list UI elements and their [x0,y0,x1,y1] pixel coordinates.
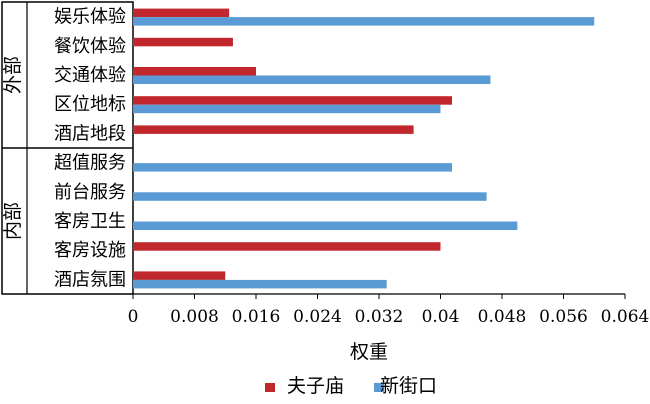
category-label: 前台服务 [54,182,126,203]
x-tick-label: 0.04 [422,307,460,327]
category-label: 客房设施 [54,240,126,261]
bar-xinjiekou [133,221,518,230]
bar-fuzimiao [133,37,233,47]
x-tick-label: 0 [128,307,139,327]
group-label: 内部 [2,202,24,240]
category-label: 酒店氛围 [54,269,126,290]
x-tick-label: 0.048 [478,307,527,327]
x-axis-title: 权重 [350,341,388,363]
bar-fuzimiao [133,8,230,18]
category-label: 客房卫生 [54,211,126,232]
bar-fuzimiao [133,67,256,76]
legend-label: 夫子庙 [287,375,344,397]
category-label: 区位地标 [54,94,126,115]
bar-xinjiekou [133,75,491,84]
legend-label: 新街口 [380,375,437,397]
bar-fuzimiao [133,96,453,105]
bar-fuzimiao [133,125,414,134]
category-label: 酒店地段 [54,123,126,144]
category-label: 娱乐体验 [54,7,126,28]
bar-fuzimiao [133,242,441,251]
x-tick-label: 0.032 [355,307,404,327]
x-tick-label: 0.064 [601,307,650,327]
x-tick-label: 0.008 [170,307,219,327]
legend-swatch [374,383,384,392]
category-label: 餐饮体验 [54,36,126,57]
bar-fuzimiao [133,271,226,280]
legend-swatch [265,383,275,392]
group-label: 外部 [2,56,24,94]
category-label: 超值服务 [54,153,126,174]
bar-xinjiekou [133,163,453,172]
x-tick-label: 0.056 [539,307,588,327]
bar-xinjiekou [133,104,441,114]
x-tick-label: 0.024 [293,307,342,327]
category-label: 交通体验 [54,65,126,86]
bar-xinjiekou [133,192,487,201]
bar-xinjiekou [133,279,387,289]
x-tick-label: 0.016 [232,307,281,327]
bar-xinjiekou [133,17,595,26]
